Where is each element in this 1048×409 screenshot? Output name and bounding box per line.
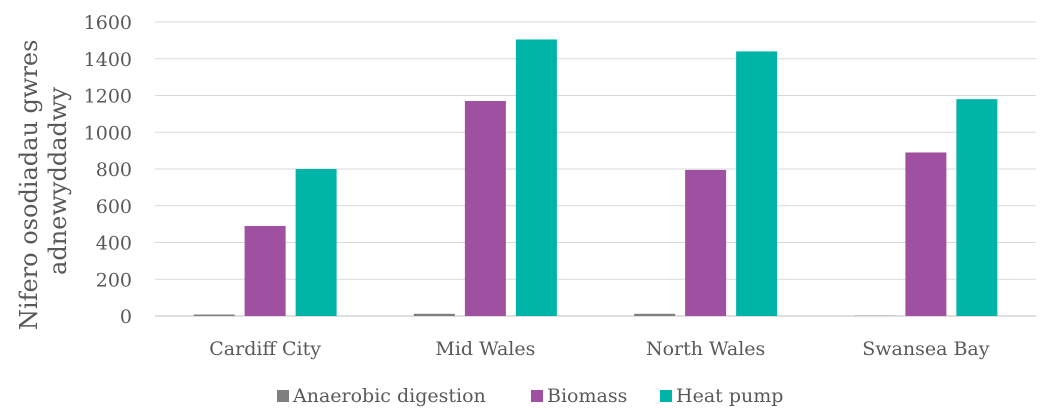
y-tick-label: 200	[96, 269, 132, 291]
bar	[905, 152, 947, 316]
bars	[193, 39, 998, 317]
y-tick-label: 800	[96, 159, 132, 181]
y-tick-label: 1200	[84, 86, 132, 108]
gridlines	[155, 21, 1036, 317]
x-axis-categories: Cardiff City Mid Wales North Wales Swansea …	[209, 338, 989, 360]
x-category-label: Swansea Bay	[862, 338, 989, 360]
y-tick-label: 600	[96, 196, 132, 218]
bar	[515, 39, 557, 317]
legend-swatch	[277, 390, 289, 402]
bar	[244, 225, 286, 316]
bar	[736, 51, 778, 317]
y-axis-ticks: 0 200 400 600 800 1000 1200 1400 1600	[84, 12, 132, 328]
bar	[685, 169, 727, 316]
y-tick-label: 1400	[84, 49, 132, 71]
x-category-label: Mid Wales	[435, 338, 535, 360]
x-category-label: North Wales	[646, 338, 765, 360]
y-axis-label-line-2: adnewyddadwy	[44, 87, 72, 275]
y-tick-label: 0	[120, 306, 132, 328]
y-tick-label: 400	[96, 233, 132, 255]
legend-label: Anaerobic digestion	[292, 385, 486, 407]
legend-swatch	[531, 390, 543, 402]
legend-label: Heat pump	[676, 385, 783, 407]
bar	[956, 99, 998, 316]
y-tick-label: 1000	[84, 122, 132, 144]
legend-label: Biomass	[547, 385, 627, 407]
x-category-label: Cardiff City	[209, 338, 321, 360]
y-axis-label: Nifero osodiadau gwres adnewyddadwy	[15, 32, 72, 330]
bar	[413, 313, 455, 316]
y-axis-label-line-1: Nifero osodiadau gwres	[15, 40, 43, 331]
legend-swatch	[660, 390, 672, 402]
bar	[464, 101, 506, 316]
bar	[634, 313, 676, 316]
bar	[193, 314, 235, 316]
bar	[295, 169, 337, 316]
legend: Anaerobic digestion Biomass Heat pump	[277, 385, 783, 407]
y-tick-label: 1600	[84, 12, 132, 34]
